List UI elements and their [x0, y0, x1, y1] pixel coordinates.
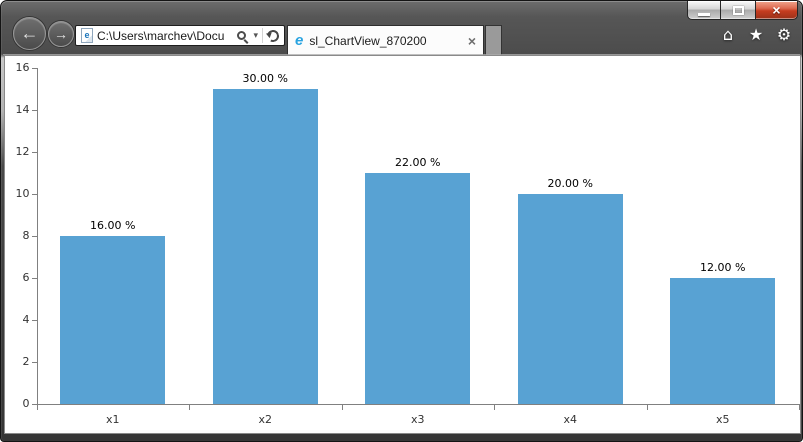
y-axis-tick	[31, 151, 37, 153]
y-axis-tick-label: 0	[22, 396, 30, 410]
y-axis-line	[36, 67, 38, 405]
back-arrow-icon: ←	[20, 23, 39, 43]
refresh-icon[interactable]	[265, 27, 281, 44]
bar-chart: 0 2 4 6 8 10 12 14 16 16.00 % x1 30.00 % x2 22.00 % x3…	[5, 56, 800, 433]
x-axis-tick	[341, 404, 343, 410]
y-axis-tick	[31, 109, 37, 111]
bar-value-label: 30.00 %	[242, 71, 288, 85]
y-axis-tick	[31, 235, 37, 237]
bar[interactable]	[670, 277, 776, 404]
home-icon[interactable]: ⌂	[722, 25, 734, 44]
tab-close-icon[interactable]: ×	[467, 32, 476, 49]
command-bar: ⌂ ★ ⚙	[719, 27, 793, 43]
forward-arrow-icon: →	[54, 26, 68, 42]
bar-value-label: 20.00 %	[547, 176, 593, 190]
new-tab-button[interactable]	[485, 25, 502, 55]
close-icon: ×	[772, 2, 781, 18]
window-controls: ×	[687, 1, 798, 20]
y-axis-tick	[31, 67, 37, 69]
bar[interactable]	[365, 172, 471, 404]
page-favicon-icon: e	[81, 28, 93, 43]
tab-title: sl_ChartView_870200	[309, 33, 427, 48]
address-dropdown-icon[interactable]: ▾	[253, 30, 258, 40]
maximize-icon	[732, 5, 744, 15]
tab-chartview[interactable]: e sl_ChartView_870200 ×	[287, 25, 484, 55]
bar[interactable]	[212, 88, 318, 404]
x-axis-category-label: x5	[715, 412, 730, 426]
tools-gear-icon[interactable]: ⚙	[776, 25, 792, 44]
address-bar[interactable]: e C:\Users\marchev\Docu ▾	[75, 25, 285, 46]
y-axis-tick-label: 4	[22, 312, 30, 326]
favorites-star-icon[interactable]: ★	[748, 25, 764, 44]
y-axis-tick-label: 16	[15, 60, 30, 74]
page-content: 0 2 4 6 8 10 12 14 16 16.00 % x1 30.00 % x2 22.00 % x3…	[4, 55, 801, 434]
x-axis-category-label: x4	[563, 412, 577, 426]
x-axis-line	[36, 403, 800, 405]
x-axis-tick	[646, 404, 648, 410]
y-axis-tick	[31, 193, 37, 195]
bar-value-label: 22.00 %	[395, 155, 441, 169]
maximize-button[interactable]	[721, 1, 755, 20]
x-axis-category-label: x3	[410, 412, 425, 426]
y-axis-tick-label: 14	[15, 102, 30, 116]
y-axis-tick-label: 2	[22, 354, 30, 368]
y-axis-tick	[31, 361, 37, 363]
bar-value-label: 12.00 %	[700, 260, 746, 274]
bar[interactable]	[517, 193, 623, 404]
search-icon[interactable]	[237, 31, 247, 40]
address-input[interactable]: C:\Users\marchev\Docu	[97, 28, 225, 43]
y-axis-tick-label: 12	[15, 144, 30, 158]
ie-favicon-icon: e	[295, 32, 304, 49]
x-axis-category-label: x1	[105, 412, 120, 426]
toolbar-separator	[3, 54, 800, 55]
bar[interactable]	[60, 235, 166, 404]
close-button[interactable]: ×	[755, 1, 798, 20]
y-axis-tick	[31, 277, 37, 279]
y-axis-tick	[31, 403, 37, 405]
forward-button[interactable]: →	[48, 21, 74, 47]
back-button[interactable]: ←	[13, 17, 46, 50]
x-axis-category-label: x2	[258, 412, 272, 426]
y-axis-tick-label: 10	[15, 186, 30, 200]
x-axis-tick	[494, 404, 495, 410]
y-axis-tick-label: 8	[22, 228, 30, 242]
bar-value-label: 16.00 %	[90, 218, 136, 232]
y-axis-tick-label: 6	[22, 270, 30, 284]
y-axis-tick	[31, 319, 37, 321]
x-axis-tick	[189, 404, 190, 410]
x-axis-tick	[799, 404, 800, 410]
minimize-button[interactable]	[687, 1, 721, 20]
minimize-icon	[698, 12, 710, 16]
x-axis-tick	[36, 404, 38, 410]
